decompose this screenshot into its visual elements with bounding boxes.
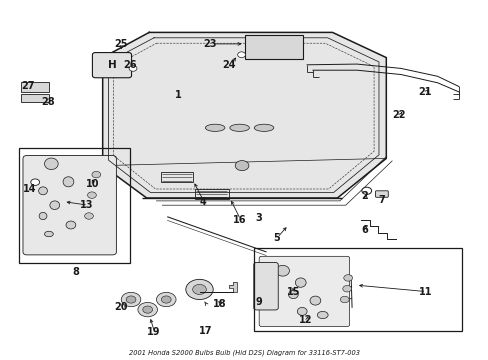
Circle shape [161, 296, 171, 303]
Circle shape [361, 187, 371, 194]
Circle shape [31, 179, 40, 185]
Text: 5: 5 [272, 233, 279, 243]
Circle shape [84, 213, 93, 219]
FancyBboxPatch shape [253, 262, 278, 310]
Ellipse shape [275, 265, 289, 276]
Text: 22: 22 [391, 110, 405, 120]
Circle shape [92, 171, 101, 178]
Text: 26: 26 [122, 60, 136, 70]
Circle shape [121, 292, 141, 307]
Text: 24: 24 [222, 60, 235, 70]
Text: 10: 10 [86, 179, 100, 189]
Text: 2: 2 [360, 191, 367, 201]
Bar [194, 189, 228, 199]
Ellipse shape [229, 124, 249, 131]
Text: 1: 1 [175, 90, 182, 100]
Text: 19: 19 [147, 327, 161, 337]
Ellipse shape [288, 290, 298, 299]
Bar [20, 94, 49, 102]
FancyBboxPatch shape [92, 53, 131, 78]
Text: 28: 28 [41, 96, 55, 107]
Ellipse shape [39, 187, 47, 195]
Text: 4: 4 [199, 197, 206, 207]
Ellipse shape [66, 221, 76, 229]
Text: 12: 12 [298, 315, 312, 325]
Circle shape [185, 279, 213, 300]
Text: 27: 27 [21, 81, 35, 91]
Ellipse shape [317, 311, 327, 319]
Text: 15: 15 [286, 287, 300, 297]
FancyBboxPatch shape [375, 191, 387, 197]
Circle shape [235, 161, 248, 171]
Ellipse shape [50, 201, 60, 210]
Ellipse shape [44, 158, 58, 170]
Text: 13: 13 [80, 200, 94, 210]
Text: H: H [107, 60, 116, 70]
Bar [254, 248, 461, 331]
Ellipse shape [297, 307, 306, 315]
Text: 14: 14 [22, 184, 36, 194]
Ellipse shape [309, 296, 320, 305]
Ellipse shape [295, 278, 305, 287]
Circle shape [340, 296, 348, 303]
Text: 8: 8 [72, 267, 79, 277]
Circle shape [126, 296, 136, 303]
Text: 23: 23 [203, 39, 217, 49]
Circle shape [156, 292, 176, 307]
Ellipse shape [63, 177, 74, 187]
Text: 16: 16 [232, 215, 246, 225]
Ellipse shape [254, 124, 273, 131]
Text: 11: 11 [418, 287, 431, 297]
Text: 25: 25 [114, 39, 128, 49]
Text: 17: 17 [198, 326, 212, 336]
Polygon shape [199, 282, 236, 292]
Ellipse shape [205, 124, 224, 131]
Polygon shape [102, 32, 386, 198]
Text: 9: 9 [255, 297, 262, 307]
Bar [19, 148, 129, 263]
Text: 20: 20 [114, 302, 128, 312]
Text: 6: 6 [360, 225, 367, 235]
Circle shape [343, 275, 352, 281]
FancyBboxPatch shape [23, 156, 116, 255]
Text: 18: 18 [213, 299, 226, 309]
Circle shape [129, 66, 137, 71]
FancyBboxPatch shape [259, 256, 349, 327]
Circle shape [192, 284, 206, 294]
Ellipse shape [44, 231, 53, 237]
Circle shape [87, 192, 96, 198]
Text: 3: 3 [255, 213, 262, 223]
Text: 21: 21 [418, 87, 431, 97]
Ellipse shape [39, 212, 47, 220]
Bar [20, 82, 49, 92]
Circle shape [138, 302, 157, 317]
Circle shape [237, 52, 245, 58]
Text: 2001 Honda S2000 Bulbs Bulb (Hid D2S) Diagram for 33116-ST7-003: 2001 Honda S2000 Bulbs Bulb (Hid D2S) Di… [129, 349, 359, 356]
Bar [245, 35, 303, 59]
Bar [161, 172, 193, 182]
Circle shape [142, 306, 152, 313]
Circle shape [342, 285, 351, 292]
Text: 7: 7 [377, 195, 384, 205]
